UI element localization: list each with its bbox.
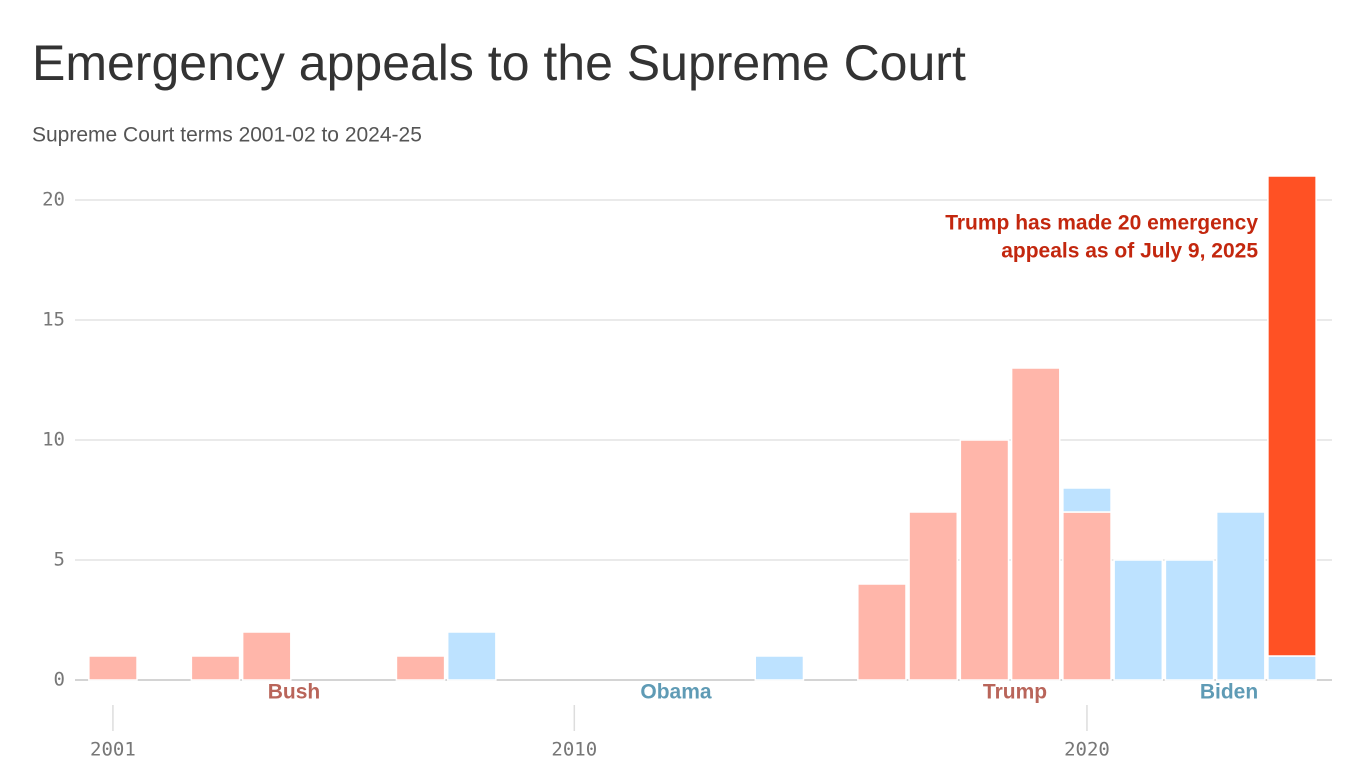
bar bbox=[1113, 559, 1164, 681]
bar bbox=[88, 655, 138, 681]
bar bbox=[857, 583, 907, 681]
y-tick-label: 20 bbox=[42, 189, 65, 211]
bar bbox=[1164, 559, 1215, 681]
bar bbox=[754, 655, 805, 681]
y-tick-label: 10 bbox=[42, 429, 65, 451]
period-label: Trump bbox=[983, 681, 1047, 704]
annotation: appeals as of July 9, 2025 bbox=[1001, 240, 1258, 263]
period-label: Biden bbox=[1200, 681, 1258, 704]
bar bbox=[1267, 655, 1317, 681]
bar bbox=[1062, 511, 1112, 681]
y-tick-label: 15 bbox=[42, 309, 65, 331]
bar bbox=[446, 631, 497, 681]
bar bbox=[908, 511, 959, 681]
bar bbox=[1010, 367, 1061, 681]
bar bbox=[959, 439, 1010, 681]
bar bbox=[190, 655, 241, 681]
annotation: Trump has made 20 emergency bbox=[945, 212, 1258, 235]
bar bbox=[395, 655, 446, 681]
y-tick-label: 0 bbox=[54, 669, 65, 691]
x-tick-label: 2010 bbox=[551, 739, 597, 761]
chart-title: Emergency appeals to the Supreme Court bbox=[32, 35, 966, 91]
y-tick-label: 5 bbox=[54, 549, 65, 571]
bar bbox=[1215, 511, 1266, 681]
bar bbox=[1062, 487, 1112, 513]
period-label: Bush bbox=[268, 681, 321, 704]
x-tick-label: 2001 bbox=[90, 739, 136, 761]
bar bbox=[1267, 175, 1317, 657]
x-tick-label: 2020 bbox=[1064, 739, 1110, 761]
bar bbox=[241, 631, 292, 681]
period-label: Obama bbox=[640, 681, 712, 704]
chart-subtitle: Supreme Court terms 2001-02 to 2024-25 bbox=[32, 124, 422, 147]
